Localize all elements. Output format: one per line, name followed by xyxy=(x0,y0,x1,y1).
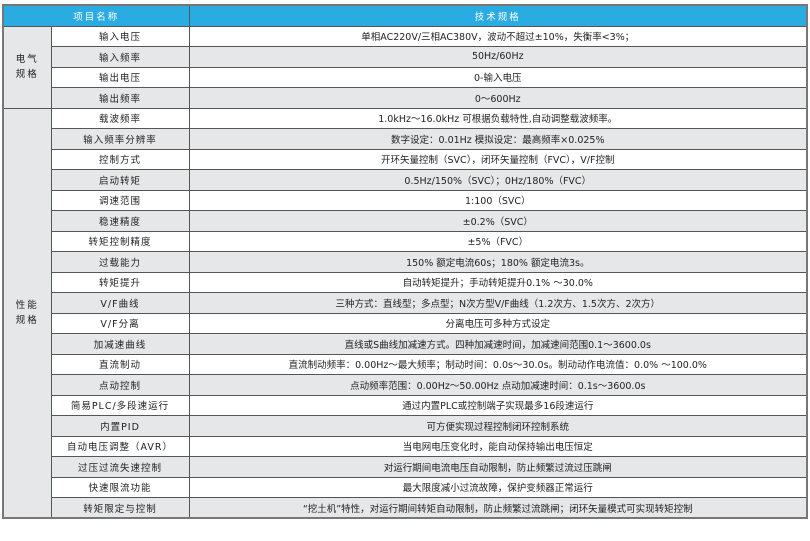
item-spec: 最大限度减小过流故障，保护变频器正常运行 xyxy=(188,476,808,498)
item-spec: 当电网电压变化时，能自动保持输出电压恒定 xyxy=(188,435,808,457)
item-spec: 分离电压可多种方式设定 xyxy=(188,312,808,334)
table-row: 快速限流功能 最大限度减小过流故障，保护变频器正常运行 xyxy=(3,476,808,498)
item-name: 调速范围 xyxy=(50,189,190,211)
item-name: 过载能力 xyxy=(50,251,190,273)
item-name: V/F分离 xyxy=(50,312,190,334)
item-spec: 单相AC220V/三相AC380V，波动不超过±10%，失衡率<3%； xyxy=(188,25,808,47)
item-spec: 可方便实现过程控制闭环控制系统 xyxy=(188,415,808,437)
item-spec: “挖土机”特性，对运行期间转矩自动限制，防止频繁过流跳闸；闭环矢量模式可实现转矩… xyxy=(188,497,808,519)
table-row: 简易PLC/多段速运行 通过内置PLC或控制端子实现最多16段速运行 xyxy=(3,394,808,416)
item-name: 直流制动 xyxy=(50,353,190,375)
item-spec: 直流制动频率：0.00Hz～最大频率；制动时间：0.0s～30.0s。制动动作电… xyxy=(188,353,808,375)
item-spec: 0.5Hz/150%（SVC）；0Hz/180%（FVC） xyxy=(188,169,808,191)
item-name: 转矩控制精度 xyxy=(50,230,190,252)
item-name: 快速限流功能 xyxy=(50,476,190,498)
table-row: 点动控制 点动频率范围：0.00Hz～50.00Hz 点动加减速时间：0.1s～3… xyxy=(3,374,808,396)
table-row: 性能规格 载波频率 1.0kHz～16.0kHz 可根据负载特性,自动调整载波频率。 xyxy=(2,107,808,519)
item-spec: 150% 额定电流60s；180% 额定电流3s。 xyxy=(188,251,808,273)
item-name: 输出电压 xyxy=(50,66,190,88)
header-row: 项目名称 技术规格 xyxy=(2,4,808,27)
item-name: 过压过流失速控制 xyxy=(50,456,190,478)
table-row: 稳速精度 ±0.2%（SVC） xyxy=(3,210,808,232)
item-spec: 数字设定：0.01Hz 模拟设定：最高频率×0.025% xyxy=(188,128,808,150)
item-spec: 1:100（SVC） xyxy=(188,189,808,211)
table-row: 输出频率 0～600Hz xyxy=(3,87,808,109)
table-row: 调速范围 1:100（SVC） xyxy=(3,189,808,211)
table-row: 控制方式 开环矢量控制（SVC），闭环矢量控制（FVC），V/F控制 xyxy=(3,148,808,170)
item-spec: 对运行期间电流电压自动限制，防止频繁过流过压跳闸 xyxy=(188,456,808,478)
table-row: V/F曲线 三种方式：直线型；多点型；N次方型V/F曲线（1.2次方、1.5次方、… xyxy=(3,292,808,314)
item-name: 转矩提升 xyxy=(50,271,190,293)
item-spec: ±5%（FVC） xyxy=(188,230,808,252)
group-label: 电气规格 xyxy=(2,25,52,109)
item-spec: ±0.2%（SVC） xyxy=(188,210,808,232)
item-name: 载波频率 xyxy=(50,107,190,129)
table-row: 转矩限定与控制 “挖土机”特性，对运行期间转矩自动限制，防止频繁过流跳闸；闭环矢量… xyxy=(3,497,808,519)
spec-table: 项目名称 技术规格 电气规格 输入电压 单相AC220V/三相AC380V，波动不超… xyxy=(2,4,808,519)
item-name: 控制方式 xyxy=(50,148,190,170)
item-spec: 点动频率范围：0.00Hz～50.00Hz 点动加减速时间：0.1s～3600.… xyxy=(188,374,808,396)
table-row: 直流制动 直流制动频率：0.00Hz～最大频率；制动时间：0.0s～30.0s。制… xyxy=(3,353,808,375)
group-label: 性能规格 xyxy=(2,107,52,519)
item-name: 简易PLC/多段速运行 xyxy=(50,394,190,416)
item-name: 输入电压 xyxy=(50,25,190,47)
item-name: 加减速曲线 xyxy=(50,333,190,355)
table-row: 输入频率 50Hz/60Hz xyxy=(3,46,808,68)
table-row: 转矩控制精度 ±5%（FVC） xyxy=(3,230,808,252)
table-row: 加减速曲线 直线或S曲线加减速方式。四种加减速时间，加减速间范围0.1～3600.… xyxy=(3,333,808,355)
header-item-name: 项目名称 xyxy=(2,4,190,27)
table-row: V/F分离 分离电压可多种方式设定 xyxy=(3,312,808,334)
table-row: 过载能力 150% 额定电流60s；180% 额定电流3s。 xyxy=(3,251,808,273)
item-spec: 开环矢量控制（SVC），闭环矢量控制（FVC），V/F控制 xyxy=(188,148,808,170)
item-name: V/F曲线 xyxy=(50,292,190,314)
item-name: 输出频率 xyxy=(50,87,190,109)
table-row: 输出电压 0-输入电压 xyxy=(3,66,808,88)
header-spec: 技术规格 xyxy=(188,4,808,27)
item-name: 点动控制 xyxy=(50,374,190,396)
item-name: 稳速精度 xyxy=(50,210,190,232)
item-name: 输入频率 xyxy=(50,46,190,68)
item-name: 转矩限定与控制 xyxy=(50,497,190,519)
table-row: 自动电压调整（AVR） 当电网电压变化时，能自动保持输出电压恒定 xyxy=(3,435,808,457)
table-row: 转矩提升 自动转矩提升；手动转矩提升0.1% ～30.0% xyxy=(3,271,808,293)
item-spec: 三种方式：直线型；多点型；N次方型V/F曲线（1.2次方、1.5次方、2次方） xyxy=(188,292,808,314)
item-spec: 直线或S曲线加减速方式。四种加减速时间，加减速间范围0.1～3600.0s xyxy=(188,333,808,355)
table-row: 输入频率分辨率 数字设定：0.01Hz 模拟设定：最高频率×0.025% xyxy=(3,128,808,150)
table-row: 内置PID 可方便实现过程控制闭环控制系统 xyxy=(3,415,808,437)
table-row: 过压过流失速控制 对运行期间电流电压自动限制，防止频繁过流过压跳闸 xyxy=(3,456,808,478)
item-spec: 0-输入电压 xyxy=(188,66,808,88)
item-name: 输入频率分辨率 xyxy=(50,128,190,150)
item-spec: 1.0kHz～16.0kHz 可根据负载特性,自动调整载波频率。 xyxy=(188,107,808,129)
item-spec: 自动转矩提升；手动转矩提升0.1% ～30.0% xyxy=(188,271,808,293)
item-name: 自动电压调整（AVR） xyxy=(50,435,190,457)
table-row: 启动转矩 0.5Hz/150%（SVC）；0Hz/180%（FVC） xyxy=(3,169,808,191)
item-spec: 通过内置PLC或控制端子实现最多16段速运行 xyxy=(188,394,808,416)
item-spec: 0～600Hz xyxy=(188,87,808,109)
item-spec: 50Hz/60Hz xyxy=(188,46,808,68)
item-name: 内置PID xyxy=(50,415,190,437)
table-row: 电气规格 输入电压 单相AC220V/三相AC380V，波动不超过±10%，失衡率<… xyxy=(2,25,808,109)
item-name: 启动转矩 xyxy=(50,169,190,191)
